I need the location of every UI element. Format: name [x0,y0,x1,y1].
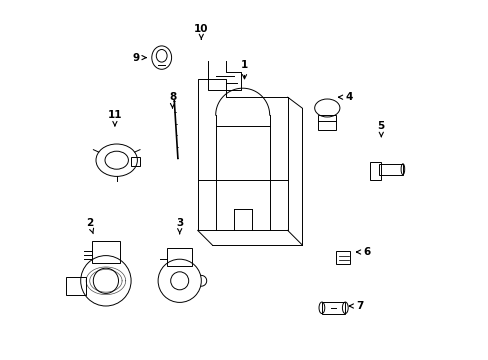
Bar [91,241,120,263]
Bar [131,157,140,166]
Text: 4: 4 [338,92,352,102]
Text: 1: 1 [241,60,247,79]
Text: 7: 7 [348,301,363,311]
Text: 11: 11 [107,110,122,126]
Text: 9: 9 [133,53,146,63]
Text: 10: 10 [194,24,208,39]
Text: 5: 5 [377,121,384,137]
Bar [66,277,86,295]
Bar [321,302,345,314]
Bar [318,115,336,130]
Text: 3: 3 [176,218,183,234]
Bar [370,162,381,180]
Bar [167,248,192,266]
Text: 6: 6 [356,247,370,257]
Bar [379,164,402,175]
Bar [336,251,349,264]
Text: 8: 8 [168,92,176,108]
Text: 2: 2 [86,218,93,234]
